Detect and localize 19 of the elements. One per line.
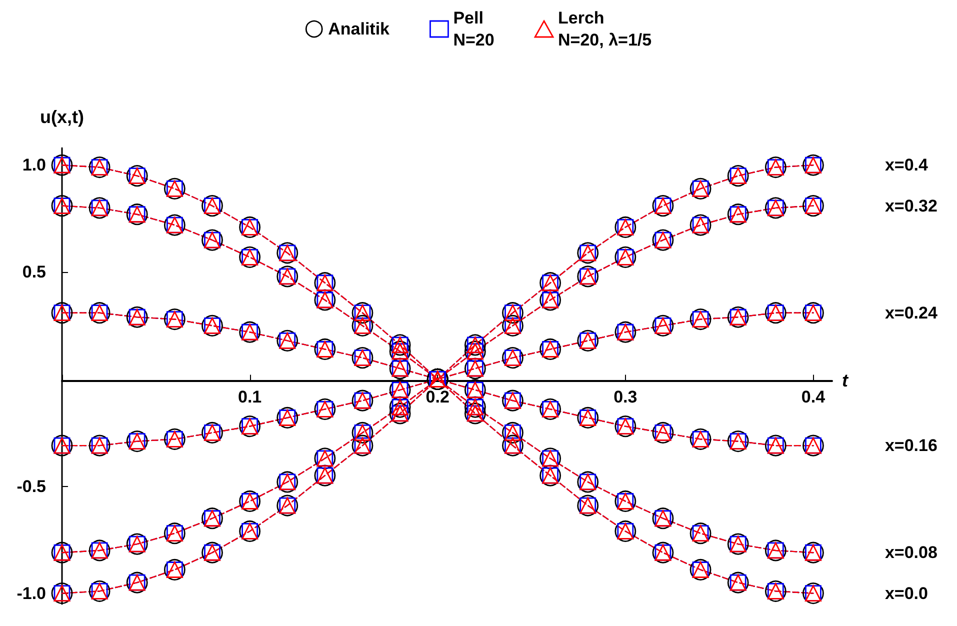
legend-label: Analitik (328, 20, 390, 38)
y-tick-label: 0.5 (22, 262, 46, 282)
text: x=0.08 (884, 543, 938, 562)
x-tick-label: 0.4 (801, 388, 826, 407)
y-tick-label: 1.0 (22, 156, 46, 175)
text: x=0.24 (884, 303, 938, 322)
x-tick-label: 0.3 (614, 388, 638, 407)
text: x=0.0 (884, 584, 928, 603)
text: x=0.16 (884, 436, 938, 456)
x-axis-title: t (842, 370, 849, 391)
y-tick-label: -0.5 (16, 476, 46, 496)
x-tick-label: 0.1 (238, 388, 262, 407)
legend-label: Pell N=20 (453, 8, 494, 50)
y-tick-label: -1.0 (16, 584, 46, 603)
y-axis-title: u(x,t) (40, 107, 84, 127)
text: x=0.4 (884, 156, 928, 175)
legend-label: Lerch N=20, λ=1/5 (558, 8, 652, 50)
text: x=0.32 (884, 196, 938, 216)
x-tick-label: 0.2 (426, 388, 450, 407)
